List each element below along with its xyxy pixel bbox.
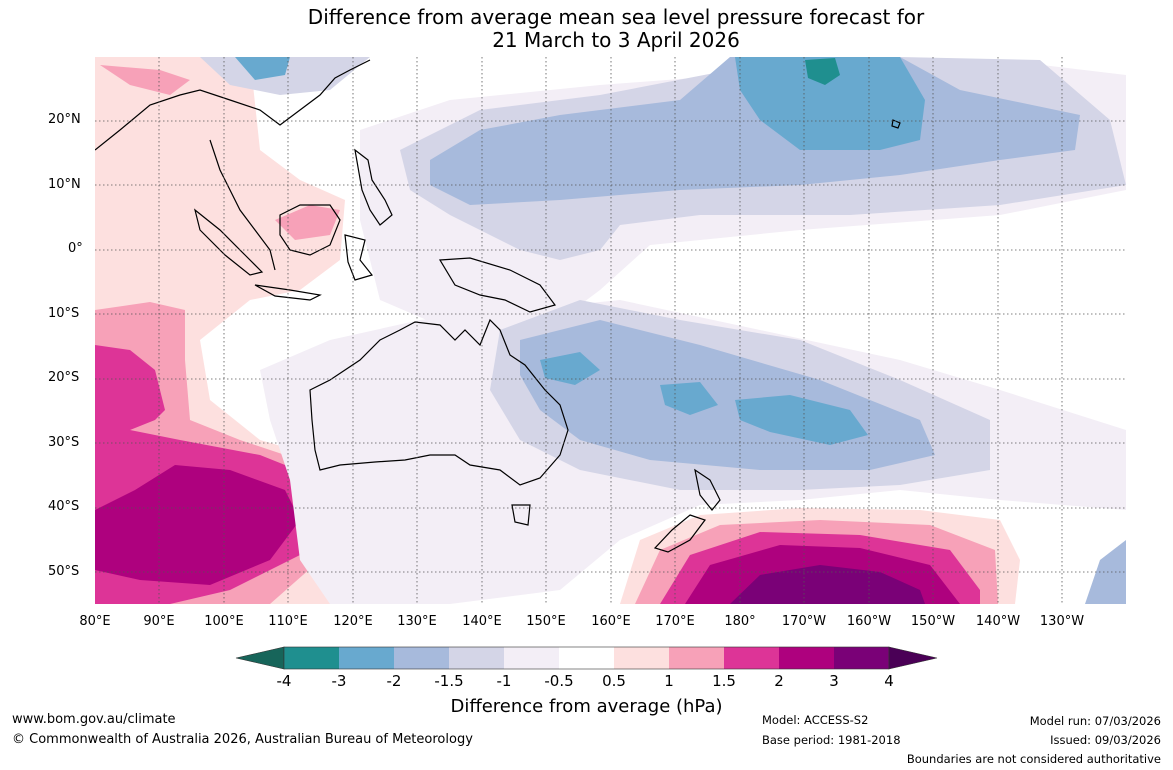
lon-label-160e: 160°E: [591, 614, 631, 629]
anomaly-region-north-neg-3: [805, 58, 840, 85]
colorbar-swatch-7: [614, 647, 669, 669]
anomaly-region-nw-neg: [200, 57, 370, 95]
colorbar-label: -2: [386, 672, 402, 690]
colorbar-label: 1.5: [712, 672, 736, 690]
lon-label-150w: 150°W: [910, 614, 956, 629]
lon-label-140w: 140°W: [975, 614, 1021, 629]
lon-label-100e: 100°E: [204, 614, 244, 629]
colorbar-label: -0.5: [544, 672, 574, 690]
anomaly-region-west-3: [95, 465, 300, 585]
lon-label-120e: 120°E: [333, 614, 373, 629]
colorbar-swatch-11: [834, 647, 889, 669]
lat-label-20n: 20°N: [48, 112, 81, 127]
lat-label-30s: 30°S: [48, 435, 80, 450]
lon-label-170w: 170°W: [781, 614, 827, 629]
boundaries-disclaimer: Boundaries are not considered authoritat…: [906, 752, 1161, 766]
colorbar-label: 1: [664, 672, 674, 690]
new-guinea-outline: [438, 257, 557, 313]
coastlines: [95, 59, 901, 553]
issued-date: Issued: 09/03/2026: [1050, 733, 1161, 747]
anomaly-region-south-4: [730, 565, 925, 604]
colorbar-swatch-3: [394, 647, 449, 669]
model-name: Model: ACCESS-S2: [762, 713, 869, 727]
copyright-text: © Commonwealth of Australia 2026, Austra…: [12, 732, 473, 747]
website-link[interactable]: www.bom.gov.au/climate: [12, 712, 176, 727]
lon-label-130w: 130°W: [1039, 614, 1085, 629]
anomaly-region-nw-neg2: [235, 57, 290, 80]
map-title-line1: Difference from average mean sea level p…: [307, 5, 925, 29]
anomaly-region-se-neg-2a: [540, 352, 600, 385]
colorbar-swatch-5: [504, 647, 559, 669]
lon-label-150e: 150°E: [526, 614, 566, 629]
colorbar-swatch-9: [724, 647, 779, 669]
anomaly-region-east-neg: [1085, 540, 1126, 604]
lon-label-160w: 160°W: [846, 614, 892, 629]
graticule: [95, 57, 1126, 604]
lon-label-80e: 80°E: [79, 614, 111, 629]
colorbar-label: 3: [829, 672, 839, 690]
colorbar-swatch-4: [449, 647, 504, 669]
lon-label-170e: 170°E: [655, 614, 695, 629]
base-period: Base period: 1981-2018: [762, 733, 901, 747]
colorbar-swatch-6: [559, 647, 614, 669]
java-outline: [254, 284, 322, 301]
lat-label-10n: 10°N: [48, 177, 81, 192]
colorbar-swatch-1: [284, 647, 339, 669]
tasmania-outline: [511, 504, 531, 526]
map-title-line2: 21 March to 3 April 2026: [492, 28, 740, 52]
anomaly-region-north-neg-2: [735, 57, 925, 150]
hawaii-outline: [891, 119, 901, 129]
anomaly-region-se-neg-2b: [660, 382, 718, 415]
colorbar-swatch-8: [669, 647, 724, 669]
lon-label-140e: 140°E: [462, 614, 502, 629]
colorbar-swatch-12: [888, 646, 938, 670]
lat-label-0: 0°: [68, 241, 83, 256]
colorbar-swatch-2: [339, 647, 394, 669]
lon-label-180: 180°: [724, 614, 756, 629]
colorbar: [235, 646, 938, 670]
new-zealand-outline: [653, 468, 721, 553]
lat-label-50s: 50°S: [48, 564, 80, 579]
colorbar-swatch-0: [235, 646, 285, 670]
lon-label-130e: 130°E: [397, 614, 437, 629]
philippines-outline: [354, 148, 393, 226]
asia-outline: [95, 59, 371, 271]
model-run-date: Model run: 07/03/2026: [1029, 714, 1161, 728]
colorbar-label: -3: [331, 672, 347, 690]
lat-label-40s: 40°S: [48, 499, 80, 514]
lat-label-10s: 10°S: [48, 306, 80, 321]
lon-label-90e: 90°E: [143, 614, 175, 629]
anomaly-region-se-neg-2c: [735, 395, 868, 445]
colorbar-label: -4: [276, 672, 292, 690]
australia-outline: [309, 318, 569, 486]
colorbar-label: 0.5: [602, 672, 626, 690]
colorbar-title: Difference from average (hPa): [450, 696, 723, 717]
map-frame: [95, 57, 1126, 604]
anomaly-region-arabia-15: [100, 65, 190, 95]
colorbar-swatch-10: [779, 647, 834, 669]
lat-label-20s: 20°S: [48, 370, 80, 385]
sulawesi-outline: [344, 234, 374, 281]
colorbar-label: 4: [884, 672, 894, 690]
colorbar-label: -1: [496, 672, 512, 690]
borneo-outline: [279, 204, 341, 256]
lon-label-110e: 110°E: [268, 614, 308, 629]
colorbar-label: -1.5: [434, 672, 464, 690]
anomaly-region-borneo-15: [275, 205, 340, 240]
colorbar-label: 2: [774, 672, 784, 690]
